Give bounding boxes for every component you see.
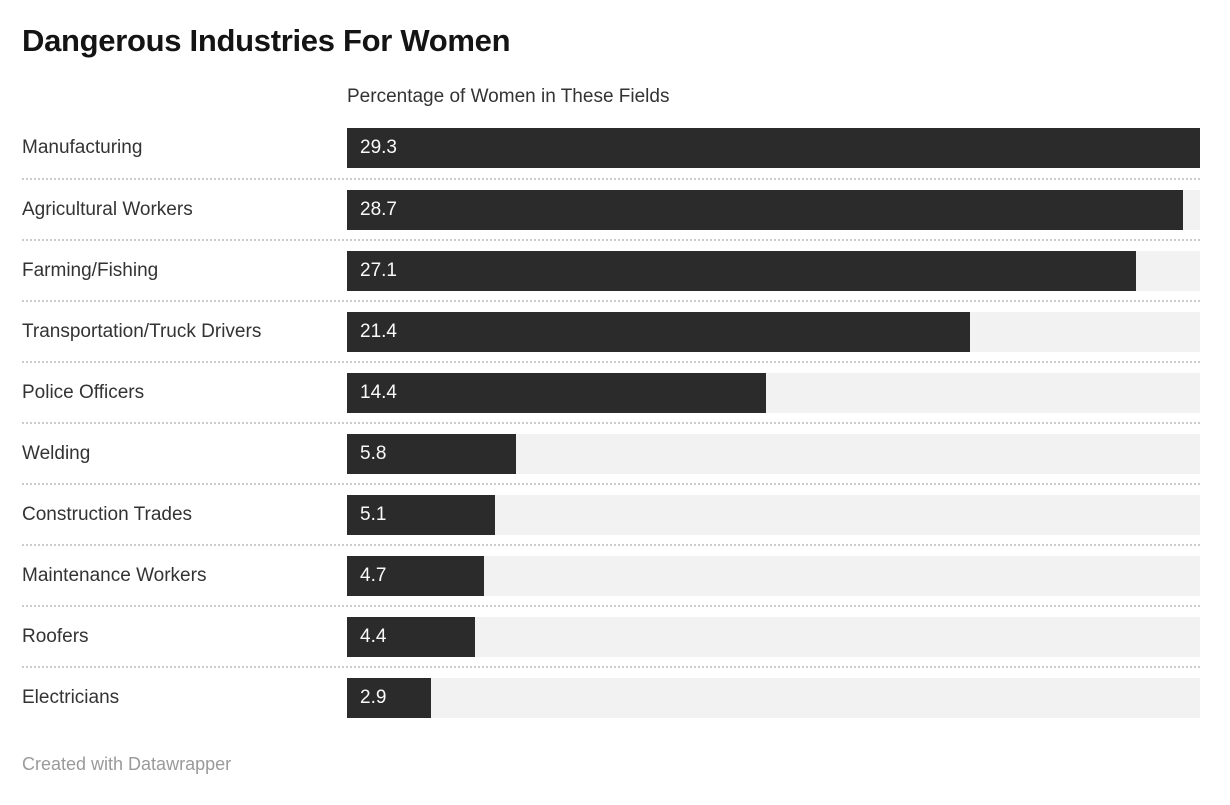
bar[interactable]: 14.4 xyxy=(347,372,767,413)
row-label: Roofers xyxy=(22,625,89,647)
bar-value-label: 4.4 xyxy=(360,625,387,647)
axis-label: Percentage of Women in These Fields xyxy=(347,85,670,107)
chart-row: Manufacturing 29.3 xyxy=(22,117,1200,178)
bar-value-label: 29.3 xyxy=(360,136,397,158)
row-label: Transportation/Truck Drivers xyxy=(22,320,262,342)
chart-row: Transportation/Truck Drivers 21.4 xyxy=(22,300,1200,361)
bar-value-label: 5.8 xyxy=(360,442,387,464)
bar-track: 4.4 xyxy=(347,616,1200,657)
bar-track: 5.8 xyxy=(347,433,1200,474)
bar-track: 2.9 xyxy=(347,677,1200,718)
bar-track: 5.1 xyxy=(347,494,1200,535)
bar-value-label: 21.4 xyxy=(360,320,397,342)
chart-row: Agricultural Workers 28.7 xyxy=(22,178,1200,239)
row-label: Electricians xyxy=(22,686,120,708)
bar[interactable]: 5.1 xyxy=(347,494,496,535)
bar-track: 14.4 xyxy=(347,372,1200,413)
bar[interactable]: 4.4 xyxy=(347,616,476,657)
row-label: Police Officers xyxy=(22,381,145,403)
bar[interactable]: 27.1 xyxy=(347,250,1136,291)
row-label: Agricultural Workers xyxy=(22,198,193,220)
chart-title: Dangerous Industries For Women xyxy=(22,23,511,58)
bar-value-label: 27.1 xyxy=(360,259,397,281)
bar[interactable]: 2.9 xyxy=(347,677,432,718)
row-label: Farming/Fishing xyxy=(22,259,159,281)
bar-value-label: 28.7 xyxy=(360,198,397,220)
chart-row: Welding 5.8 xyxy=(22,422,1200,483)
bar-value-label: 14.4 xyxy=(360,381,397,403)
chart-row: Electricians 2.9 xyxy=(22,666,1200,727)
bar[interactable]: 5.8 xyxy=(347,433,516,474)
row-label: Construction Trades xyxy=(22,503,193,525)
chart-row: Maintenance Workers 4.7 xyxy=(22,544,1200,605)
bar-rows: Manufacturing 29.3 Agricultural Workers … xyxy=(22,117,1200,727)
footer-credit[interactable]: Created with Datawrapper xyxy=(22,754,232,775)
bar[interactable]: 4.7 xyxy=(347,555,484,596)
row-label: Welding xyxy=(22,442,91,464)
bar-track: 28.7 xyxy=(347,189,1200,230)
bar-value-label: 5.1 xyxy=(360,503,387,525)
bar-track: 27.1 xyxy=(347,250,1200,291)
chart-row: Roofers 4.4 xyxy=(22,605,1200,666)
bar-track: 29.3 xyxy=(347,127,1200,168)
bar-track: 4.7 xyxy=(347,555,1200,596)
chart-row: Police Officers 14.4 xyxy=(22,361,1200,422)
row-label: Manufacturing xyxy=(22,136,143,158)
bar-value-label: 4.7 xyxy=(360,564,387,586)
axis-header: Percentage of Women in These Fields xyxy=(22,86,1200,109)
row-label: Maintenance Workers xyxy=(22,564,207,586)
bar-track: 21.4 xyxy=(347,311,1200,352)
bar[interactable]: 21.4 xyxy=(347,311,970,352)
bar[interactable]: 28.7 xyxy=(347,189,1183,230)
axis-header-spacer xyxy=(22,86,347,109)
bar-value-label: 2.9 xyxy=(360,686,387,708)
bar[interactable]: 29.3 xyxy=(347,127,1200,168)
chart-row: Farming/Fishing 27.1 xyxy=(22,239,1200,300)
chart-row: Construction Trades 5.1 xyxy=(22,483,1200,544)
